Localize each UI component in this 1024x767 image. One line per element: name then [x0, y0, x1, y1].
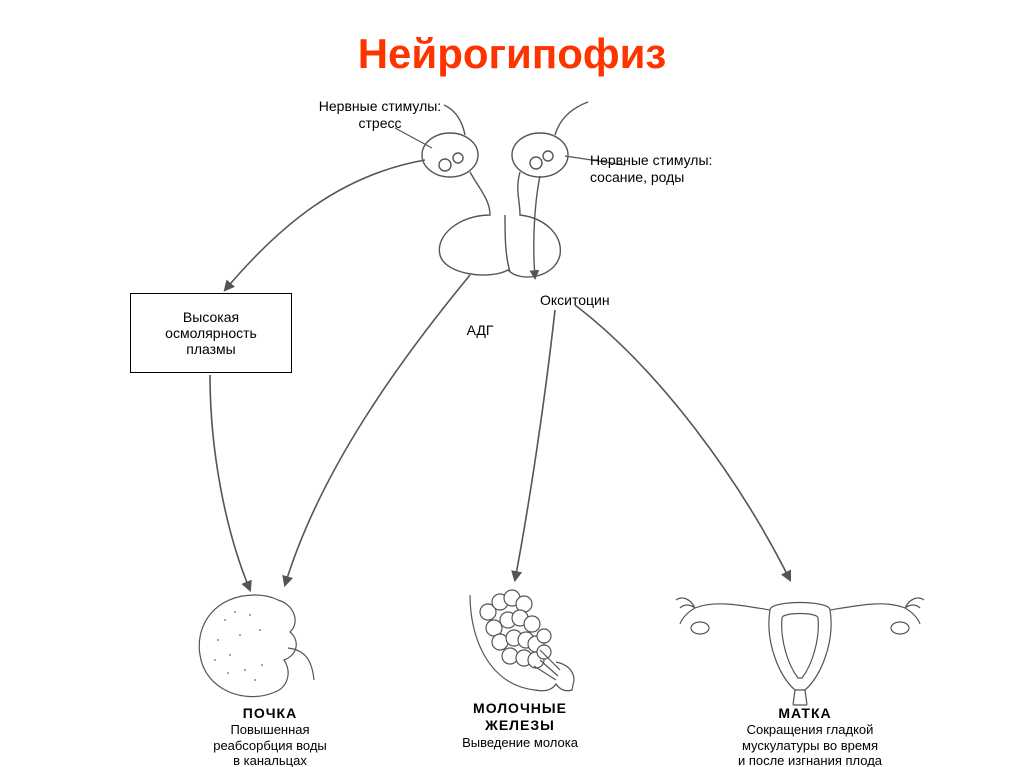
- kidney-title: ПОЧКА: [200, 705, 340, 722]
- uterus-title: МАТКА: [740, 705, 870, 722]
- mammary-sub: Выведение молока: [430, 735, 610, 751]
- oxytocin-label: Окситоцин: [540, 292, 660, 309]
- adh-label: АДГ: [450, 322, 510, 339]
- kidney-sub: Повышеннаяреабсорбция водыв канальцах: [175, 722, 365, 767]
- stimuli-left-label: Нервные стимулы:стресс: [300, 98, 460, 132]
- plasma-osmolarity-text: Высокаяосмолярностьплазмы: [165, 309, 257, 357]
- connectors: [0, 0, 1024, 767]
- plasma-osmolarity-box: Высокаяосмолярностьплазмы: [130, 293, 292, 373]
- pituitary-shape: [422, 133, 568, 277]
- diagram-canvas: Нейрогипофиз: [0, 0, 1024, 767]
- uterus-sub: Сокращения гладкоймускулатуры во времяи …: [700, 722, 920, 767]
- mammary-title: МОЛОЧНЫЕЖЕЛЕЗЫ: [440, 700, 600, 734]
- kidney-shape: [199, 595, 314, 697]
- mammary-shape: [470, 590, 574, 691]
- stimuli-right-label: Нервные стимулы:сосание, роды: [590, 152, 770, 186]
- uterus-shape: [676, 598, 924, 705]
